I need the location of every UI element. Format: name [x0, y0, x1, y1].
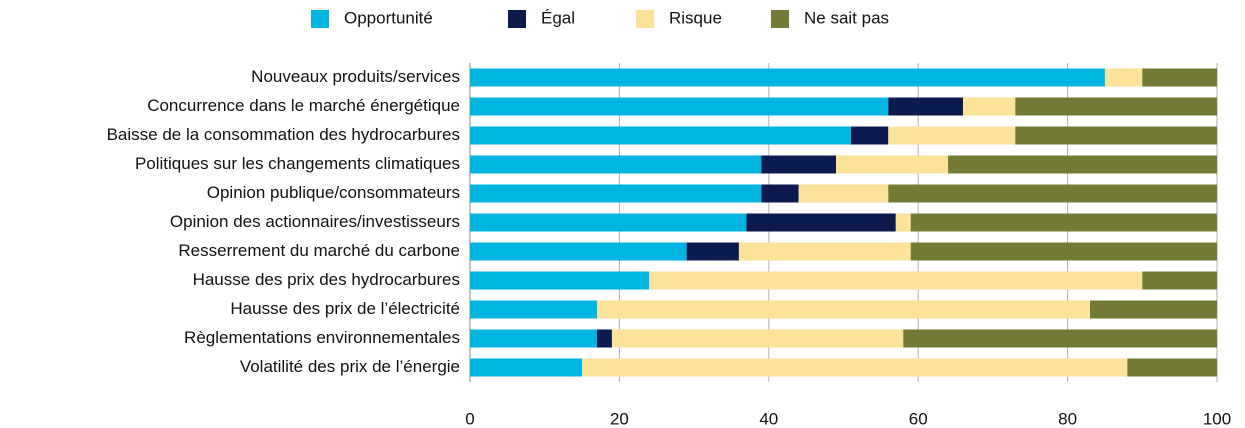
bar-segment	[910, 242, 1217, 261]
bar-segment	[738, 242, 911, 261]
y-tick-label: Concurrence dans le marché énergétique	[147, 96, 460, 115]
bar-segment	[470, 358, 583, 377]
y-tick-label: Hausse des prix des hydrocarbures	[193, 270, 460, 289]
y-tick-label: Baisse de la consommation des hydrocarbu…	[107, 125, 460, 144]
x-tick-label: 80	[1058, 409, 1077, 428]
legend-label: Ne sait pas	[804, 8, 889, 27]
bar-segment	[888, 184, 1217, 203]
bar-segment	[470, 97, 889, 116]
bar-segment	[948, 155, 1217, 174]
x-tick-label: 20	[610, 409, 629, 428]
bar-segment	[1127, 358, 1217, 377]
bar-segment	[850, 126, 889, 145]
y-tick-label: Opinion des actionnaires/investisseurs	[170, 212, 460, 231]
bar-segment	[470, 329, 597, 348]
y-tick-label: Volatilité des prix de l’énergie	[240, 357, 460, 376]
legend-swatch	[508, 10, 526, 28]
bar-segment	[903, 329, 1217, 348]
bar-segment	[836, 155, 949, 174]
y-tick-label: Politiques sur les changements climatiqu…	[135, 154, 460, 173]
bar-segment	[470, 68, 1105, 87]
bar-segment	[963, 97, 1016, 116]
bar-segment	[470, 271, 650, 290]
legend-swatch	[771, 10, 789, 28]
legend-label: Risque	[669, 8, 722, 27]
bar-segment	[888, 97, 964, 116]
y-tick-label: Règlementations environnementales	[184, 328, 460, 347]
bar-segment	[1104, 68, 1143, 87]
y-tick-label: Hausse des prix de l’électricité	[230, 299, 460, 318]
legend-label: Opportunité	[344, 8, 433, 27]
legend-swatch	[311, 10, 329, 28]
bar-segment	[1142, 68, 1217, 87]
y-tick-label: Resserrement du marché du carbone	[178, 241, 460, 260]
bar-segment	[1090, 300, 1217, 319]
bar-segment	[596, 300, 1091, 319]
x-tick-label: 40	[759, 409, 778, 428]
bar-segment	[470, 213, 747, 232]
bar-segment	[470, 300, 597, 319]
x-tick-label: 60	[909, 409, 928, 428]
bar-segment	[470, 242, 687, 261]
legend-label: Égal	[541, 8, 575, 27]
bar-segment	[761, 184, 799, 203]
bar-segment	[470, 155, 762, 174]
bar-segment	[596, 329, 612, 348]
bar-segment	[895, 213, 911, 232]
bar-segment	[1015, 126, 1217, 145]
bar-segment	[1015, 97, 1217, 116]
bar-segment	[746, 213, 896, 232]
y-tick-label: Opinion publique/consommateurs	[207, 183, 460, 202]
bar-segment	[1142, 271, 1217, 290]
bar-segment	[888, 126, 1016, 145]
x-tick-label: 0	[465, 409, 474, 428]
bar-segment	[582, 358, 1128, 377]
bar-segment	[470, 126, 851, 145]
x-tick-label: 100	[1203, 409, 1231, 428]
bar-segment	[686, 242, 739, 261]
bar-segment	[798, 184, 889, 203]
bar-segment	[611, 329, 904, 348]
bar-segment	[649, 271, 1143, 290]
bar-segment	[470, 184, 762, 203]
bar-segment	[910, 213, 1217, 232]
legend-swatch	[636, 10, 654, 28]
bar-segment	[761, 155, 837, 174]
y-tick-label: Nouveaux produits/services	[251, 67, 460, 86]
